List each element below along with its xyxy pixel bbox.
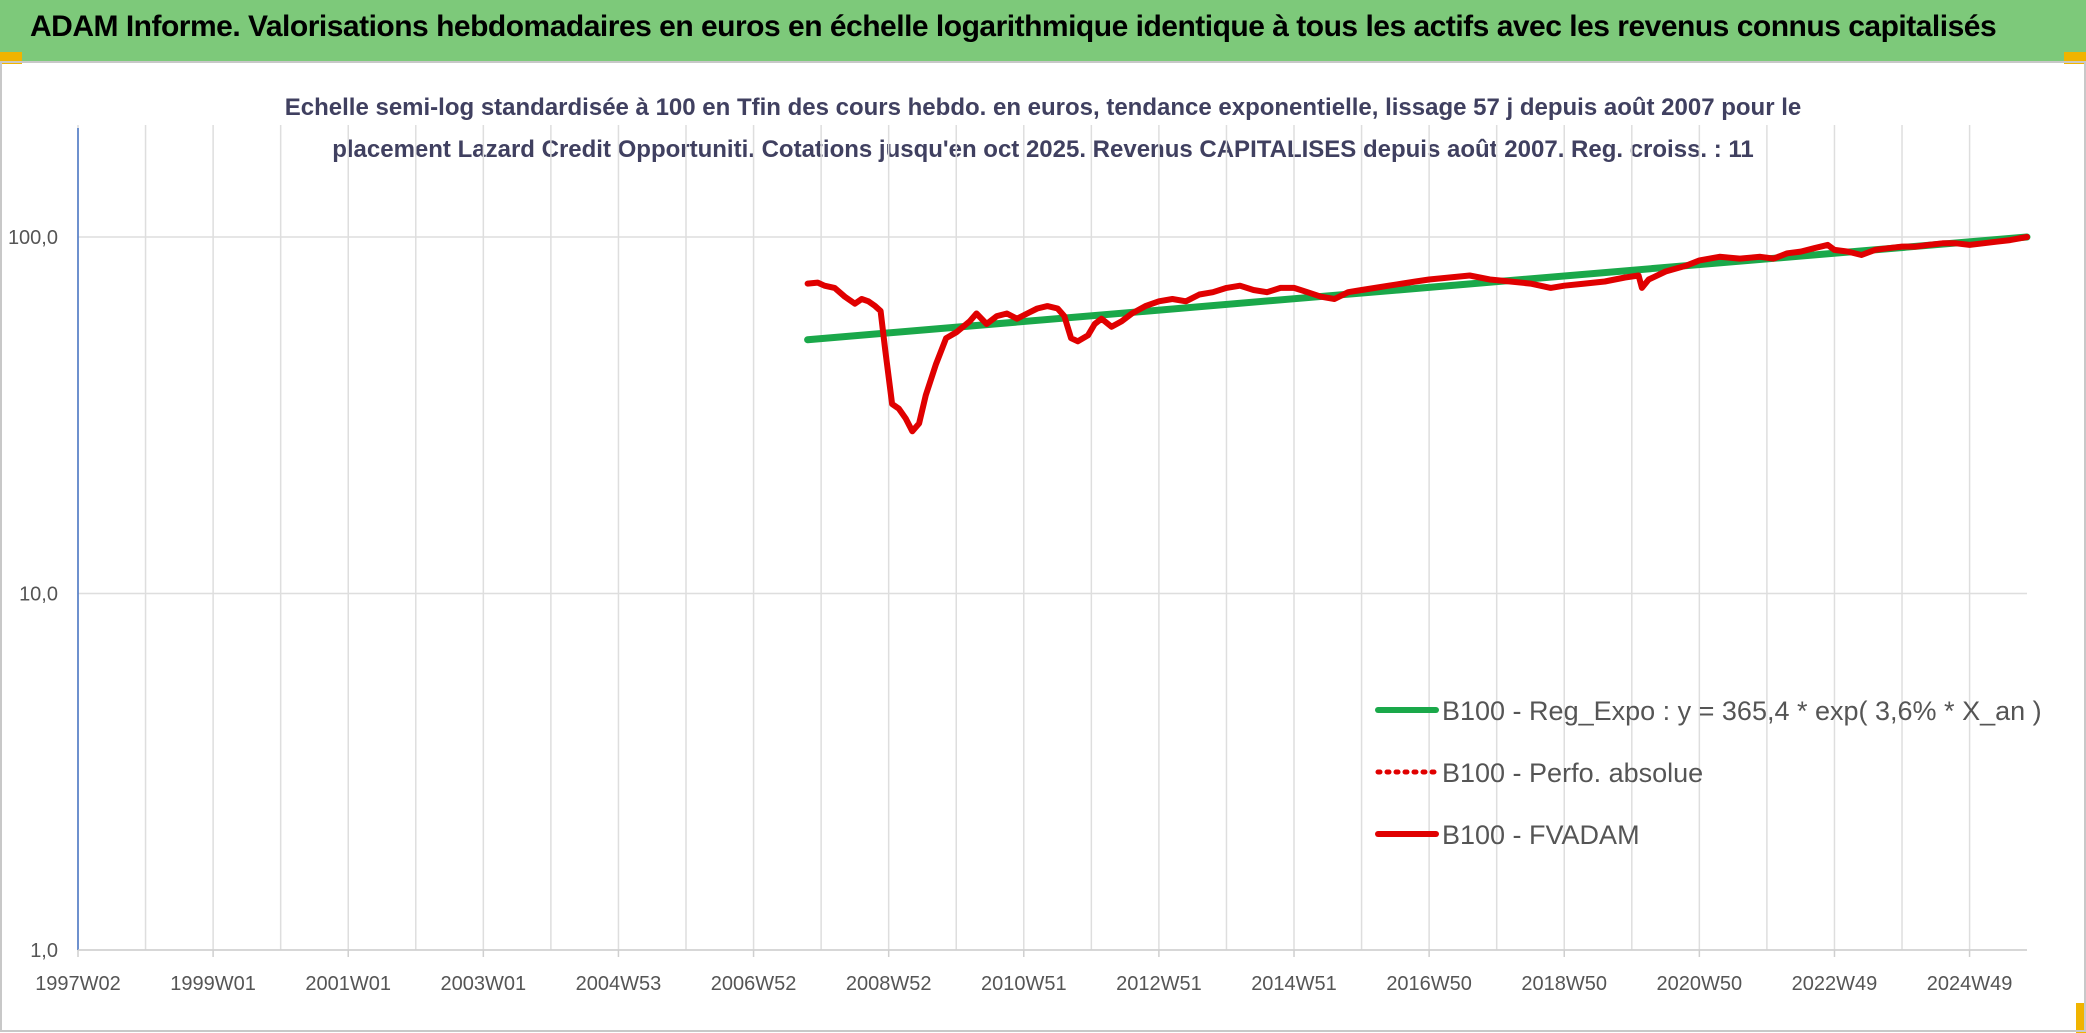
legend-label-0: B100 - Reg_Expo : y = 365,4 * exp( 3,6% … [1442, 696, 2042, 726]
x-tick-label: 2006W52 [711, 973, 797, 995]
x-tick-label: 2016W50 [1386, 973, 1472, 995]
series-line-0 [804, 233, 2031, 344]
chart-border [0, 61, 2086, 1032]
x-tick-label: 2003W01 [441, 973, 527, 995]
axes: 100,0 10,0 1,0 1997W02 1999W01 2001W01 2003W01… [8, 128, 2027, 995]
x-tick-label: 2004W53 [576, 973, 662, 995]
x-tick-label: 2018W50 [1521, 973, 1607, 995]
x-tick-label: 2022W49 [1792, 973, 1878, 995]
page-title: ADAM Informe. Valorisations hebdomadaire… [30, 10, 1997, 43]
x-tick-label: 2020W50 [1657, 973, 1743, 995]
x-tick-label: 2008W52 [846, 973, 932, 995]
legend: B100 - Reg_Expo : y = 365,4 * exp( 3,6% … [1375, 696, 2042, 850]
x-tick-label: 1997W02 [35, 973, 121, 995]
header-bar: ADAM Informe. Valorisations hebdomadaire… [0, 0, 2086, 62]
x-tick-label: 2014W51 [1251, 973, 1337, 995]
chart-title-line-2: placement Lazard Credit Opportuniti. Cot… [332, 136, 1754, 163]
series-line-2 [804, 234, 2030, 435]
legend-label-2: B100 - FVADAM [1442, 820, 1640, 850]
x-tick-label: 2001W01 [305, 973, 391, 995]
legend-label-1: B100 - Perfo. absolue [1442, 758, 1703, 788]
grid [77, 125, 2027, 951]
x-tick-label: 2010W51 [981, 973, 1067, 995]
y-tick-label: 100,0 [8, 227, 58, 249]
x-tick-label: 2024W49 [1927, 973, 2013, 995]
chart-title-line-1: Echelle semi-log standardisée à 100 en T… [285, 94, 1802, 121]
corner-marker-bottom-right [2076, 1003, 2086, 1033]
y-tick-label: 10,0 [19, 584, 58, 606]
y-tick-label: 1,0 [30, 940, 58, 962]
series-group [804, 233, 2031, 435]
x-tick-label: 1999W01 [170, 973, 256, 995]
x-tick-label: 2012W51 [1116, 973, 1202, 995]
